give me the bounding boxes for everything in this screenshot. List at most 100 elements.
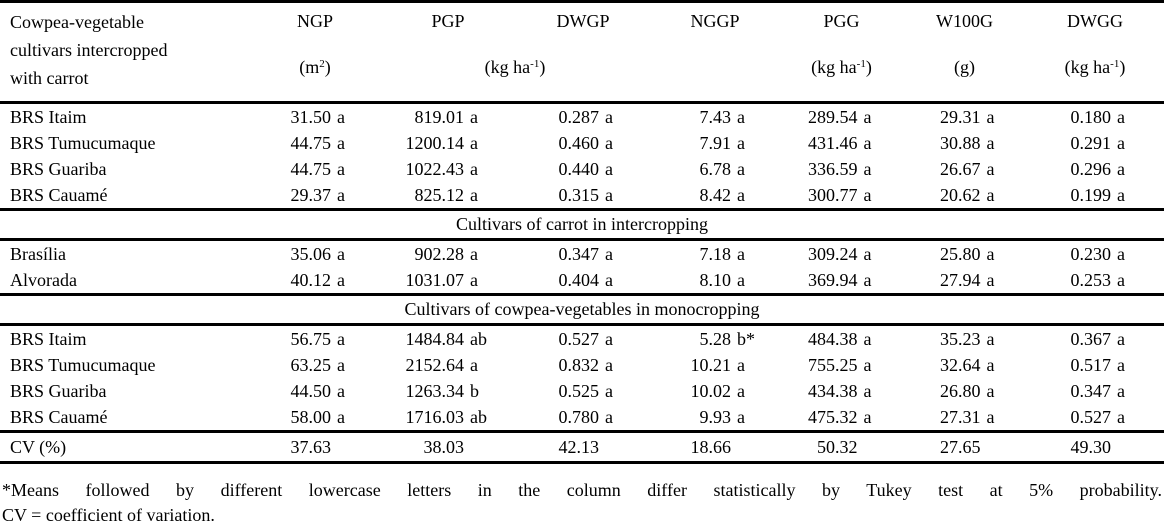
value-number: 8.42	[699, 184, 732, 205]
value-number: 0.525	[558, 380, 600, 401]
value-number: 31.50	[290, 106, 332, 127]
value-cell: 18.66	[650, 430, 780, 464]
significance-letter: a	[1117, 243, 1125, 264]
value-number: 0.347	[1070, 380, 1112, 401]
significance-letter: b*	[737, 328, 755, 349]
table-row: BRS Itaim 31.50 a 819.01 a 0.287 a 7.43 a 289.54 a…	[0, 103, 1164, 131]
value-number: 0.180	[1070, 106, 1112, 127]
unit-header-row: (m2) (kg ha-1) (kg ha-1) (g) (kg ha-1)	[0, 49, 1164, 104]
value-cell: 35.06 a	[250, 240, 380, 268]
value-number: 63.25	[290, 354, 332, 375]
value-number: 7.43	[699, 106, 732, 127]
value-cell: 32.64 a	[903, 352, 1026, 378]
value-number: 0.367	[1070, 328, 1112, 349]
significance-letter: a	[863, 106, 872, 127]
value-cell: 0.291 a	[1026, 130, 1164, 156]
unit-ngp: (m2)	[250, 49, 380, 104]
value-cell: 1263.34 b	[380, 378, 516, 404]
value-number: 0.296	[1070, 158, 1112, 179]
value-cell: 0.199 a	[1026, 182, 1164, 210]
col-header-nggp: NGGP	[690, 11, 740, 31]
row-label: Brasília	[10, 243, 66, 264]
value-cell: 27.65	[903, 430, 1026, 464]
value-number: 484.38	[808, 328, 858, 349]
significance-letter: a	[337, 132, 345, 153]
significance-letter: a	[986, 380, 995, 401]
value-number: 7.18	[699, 243, 732, 264]
table-row: Brasília 35.06 a 902.28 a 0.347 a 7.18 a 309.24 a 2…	[0, 240, 1164, 268]
value-number: 0.517	[1070, 354, 1112, 375]
value-cell: 5.28 b*	[650, 325, 780, 353]
value-number: 44.50	[290, 380, 332, 401]
value-cell: 2152.64 a	[380, 352, 516, 378]
value-cell: 0.253 a	[1026, 267, 1164, 295]
significance-letter: a	[863, 269, 872, 290]
col-header-dwgp: DWGP	[556, 11, 610, 31]
row-label: BRS Cauamé	[10, 406, 108, 427]
value-cell: 0.347 a	[516, 240, 650, 268]
value-number: 1263.34	[405, 380, 465, 401]
value-cell: 819.01 a	[380, 103, 516, 131]
value-cell: 1200.14 a	[380, 130, 516, 156]
significance-letter: a	[1117, 380, 1125, 401]
col-header-pgp: PGP	[431, 11, 465, 31]
value-number: 0.527	[1070, 406, 1112, 427]
value-cell: 1484.84 ab	[380, 325, 516, 353]
value-cell: 7.91 a	[650, 130, 780, 156]
value-number: 26.80	[940, 380, 981, 401]
value-cell: 0.527 a	[516, 325, 650, 353]
value-cell: 7.43 a	[650, 103, 780, 131]
value-cell: 49.30	[1026, 430, 1164, 464]
significance-letter: a	[863, 243, 872, 264]
value-number: 819.01	[414, 106, 465, 127]
value-cell: 30.88 a	[903, 130, 1026, 156]
value-cell: 26.67 a	[903, 156, 1026, 182]
significance-letter: a	[737, 184, 745, 205]
significance-letter: a	[737, 269, 745, 290]
value-cell: 0.367 a	[1026, 325, 1164, 353]
value-number: 1022.43	[405, 158, 465, 179]
significance-letter: a	[1117, 354, 1125, 375]
value-cell: 50.32	[780, 430, 903, 464]
value-cell: 0.517 a	[1026, 352, 1164, 378]
value-cell: 0.287 a	[516, 103, 650, 131]
row-label: BRS Tumucumaque	[10, 132, 156, 153]
value-number: 29.31	[940, 106, 981, 127]
value-number: 27.65	[940, 436, 981, 457]
value-cell: 0.347 a	[1026, 378, 1164, 404]
row-label: BRS Itaim	[10, 328, 87, 349]
significance-letter: a	[337, 243, 345, 264]
value-cell: 27.31 a	[903, 404, 1026, 432]
col-header-pgg: PGG	[823, 11, 860, 31]
value-number: 27.94	[940, 269, 981, 290]
table-row: BRS Cauamé 58.00 a 1716.03 ab 0.780 a 9.93 a 475.…	[0, 404, 1164, 432]
significance-letter: a	[337, 184, 345, 205]
value-number: 475.32	[808, 406, 858, 427]
value-cell: 434.38 a	[780, 378, 903, 404]
value-cell: 40.12 a	[250, 267, 380, 295]
significance-letter: a	[605, 158, 613, 179]
value-number: 58.00	[290, 406, 332, 427]
value-number: 44.75	[290, 158, 332, 179]
value-number: 902.28	[414, 243, 465, 264]
value-cell: 25.80 a	[903, 240, 1026, 268]
value-number: 0.230	[1070, 243, 1112, 264]
footnote-line: *Means followed by different lowercase l…	[2, 480, 1162, 500]
value-cell: 902.28 a	[380, 240, 516, 268]
value-number: 20.62	[940, 184, 981, 205]
value-cell: 9.93 a	[650, 404, 780, 432]
value-number: 9.93	[699, 406, 732, 427]
value-number: 825.12	[414, 184, 465, 205]
value-number: 0.199	[1070, 184, 1112, 205]
value-cell: 755.25 a	[780, 352, 903, 378]
value-number: 6.78	[699, 158, 732, 179]
value-number: 37.63	[290, 436, 332, 457]
value-number: 336.59	[808, 158, 858, 179]
significance-letter: ab	[470, 328, 487, 349]
unit-pgp-dwgp: (kg ha-1)	[380, 49, 650, 104]
value-cell: 38.03	[380, 430, 516, 464]
significance-letter: a	[737, 243, 745, 264]
significance-letter: a	[470, 106, 478, 127]
value-number: 27.31	[940, 406, 981, 427]
table-row: BRS Cauamé 29.37 a 825.12 a 0.315 a 8.42 a 300.77…	[0, 182, 1164, 210]
